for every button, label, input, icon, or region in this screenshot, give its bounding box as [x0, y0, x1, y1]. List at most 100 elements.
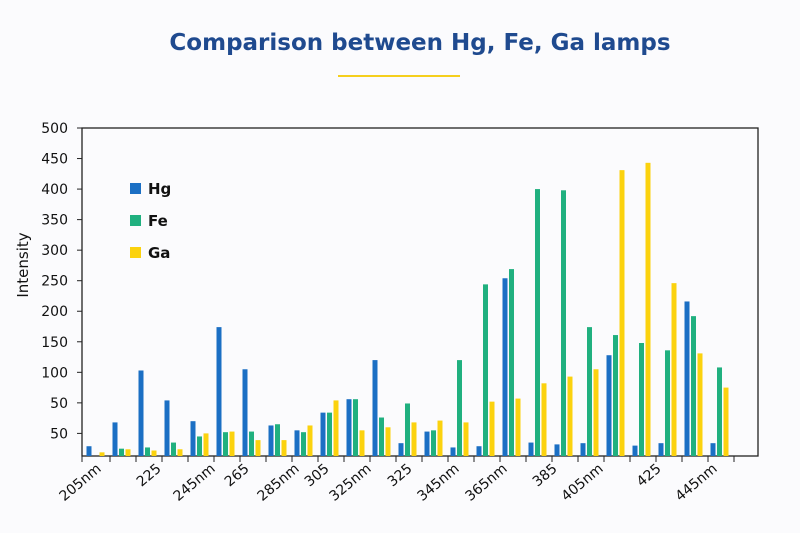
bar-hg [86, 446, 92, 456]
legend-label-fe: Fe [148, 212, 168, 230]
x-tick-label: 245nm [171, 461, 219, 505]
bar-fe [717, 367, 722, 456]
bar-hg [294, 430, 300, 456]
bar-ga [99, 452, 105, 456]
bar-fe [509, 269, 514, 456]
bar-hg [216, 327, 222, 456]
bar-hg [658, 443, 664, 456]
bar-ga [255, 440, 261, 456]
bar-fe [171, 442, 176, 456]
bar-hg [372, 360, 378, 456]
bar-ga [541, 383, 547, 456]
x-tick-label: 325 [385, 461, 416, 490]
bar-fe [561, 190, 566, 456]
bar-hg [710, 443, 716, 456]
bar-fe [379, 417, 384, 456]
bar-ga [151, 450, 157, 456]
x-tick-label: 405nm [559, 461, 607, 505]
bar-hg [606, 355, 612, 456]
bar-ga [723, 387, 729, 456]
plot-frame [81, 127, 759, 457]
bar-fe [327, 412, 332, 456]
y-tick-label: 50 [50, 426, 68, 442]
bar-ga [697, 353, 703, 456]
x-tick-label: 445nm [673, 461, 721, 505]
bar-ga [333, 400, 339, 456]
bar-ga [229, 431, 235, 456]
y-tick-label: 450 [41, 152, 68, 168]
bar-hg [320, 412, 326, 456]
bar-fe [119, 448, 124, 456]
legend-swatch-hg [130, 183, 141, 194]
bar-fe [249, 431, 254, 456]
bar-ga [437, 420, 443, 456]
bar-hg [684, 301, 690, 456]
bar-ga [281, 440, 287, 456]
bar-ga [385, 427, 391, 456]
bar-fe [535, 189, 540, 456]
y-tick-label: 350 [41, 213, 68, 229]
bar-hg [138, 370, 144, 456]
x-tick-label: 385 [530, 461, 561, 490]
bar-fe [431, 430, 436, 456]
bar-fe [613, 335, 618, 456]
bar-fe [301, 432, 306, 456]
bar-fe [483, 284, 488, 456]
legend-swatch-fe [130, 215, 141, 226]
bar-ga [307, 425, 313, 456]
bar-fe [639, 343, 644, 456]
bar-fe [197, 436, 202, 456]
bar-hg [242, 369, 248, 456]
bar-ga [359, 430, 365, 456]
bar-fe [145, 447, 150, 456]
legend-label-hg: Hg [148, 180, 171, 198]
x-tick-label: 305 [302, 461, 333, 490]
x-tick-label: 325nm [327, 461, 375, 505]
title-underline [338, 75, 460, 77]
bar-fe [587, 327, 592, 456]
bar-hg [424, 431, 430, 456]
bar-ga [515, 398, 521, 456]
bar-ga [125, 449, 131, 456]
x-tick-label: 265 [222, 461, 253, 490]
bar-ga [489, 401, 495, 456]
bar-hg [632, 445, 638, 456]
y-tick-label: 50 [50, 396, 68, 412]
chart-title: Comparison between Hg, Fe, Ga lamps [169, 30, 671, 56]
bar-ga [203, 433, 209, 456]
bar-hg [528, 442, 534, 456]
bar-ga [177, 449, 183, 456]
bar-fe [457, 360, 462, 456]
bar-hg [554, 444, 560, 456]
bar-hg [164, 400, 170, 456]
bar-hg [476, 446, 482, 456]
y-tick-label: 150 [41, 335, 68, 351]
bar-ga [593, 369, 599, 456]
bar-ga [463, 422, 469, 456]
bar-fe [405, 403, 410, 456]
bar-hg [268, 425, 274, 456]
x-tick-label: 365nm [463, 461, 511, 505]
bar-fe [223, 432, 228, 456]
bar-hg [502, 278, 508, 456]
bar-fe [275, 424, 280, 456]
bar-fe [691, 316, 696, 456]
x-tick-label: 345nm [415, 461, 463, 505]
legend-label-ga: Ga [148, 244, 170, 262]
y-tick-label: 300 [41, 243, 68, 259]
x-tick-label: 225 [134, 461, 165, 490]
x-tick-label: 285nm [255, 461, 303, 505]
bar-hg [398, 443, 404, 456]
bar-ga [645, 162, 651, 456]
bar-ga [619, 170, 625, 456]
bar-ga [567, 376, 573, 456]
bar-hg [190, 421, 196, 456]
bar-fe [353, 399, 358, 456]
y-tick-label: 200 [41, 304, 68, 320]
x-tick-label: 425 [634, 461, 665, 490]
y-tick-label: 100 [41, 365, 68, 381]
bar-hg [580, 443, 586, 456]
y-tick-label: 400 [41, 182, 68, 198]
